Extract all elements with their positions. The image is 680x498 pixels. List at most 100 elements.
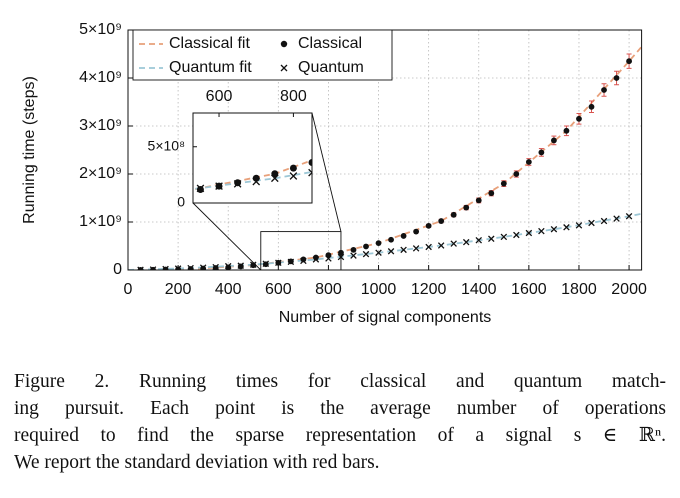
- data-point: [601, 87, 607, 93]
- data-point: [67, 196, 74, 203]
- data-point: [412, 245, 420, 252]
- data-point: [488, 190, 495, 197]
- data-point: [475, 197, 482, 204]
- data-point: [532, 20, 539, 27]
- data-point: [450, 240, 457, 247]
- error-bar: [514, 34, 519, 45]
- data-point: [588, 113, 595, 120]
- x-tick-label: 200: [165, 281, 192, 298]
- data-point: [308, 159, 312, 166]
- data-point: [600, 217, 608, 225]
- data-point: [425, 222, 432, 229]
- data-point: [383, 156, 390, 163]
- error-bar: [440, 96, 445, 103]
- data-point: [387, 248, 395, 255]
- error-bar: [477, 69, 482, 78]
- data-point: [160, 190, 167, 197]
- data-point: [287, 258, 295, 266]
- data-point: [425, 243, 432, 251]
- data-point: [224, 262, 232, 270]
- data-point: [439, 96, 446, 103]
- data-point: [48, 198, 55, 205]
- data-point: [252, 174, 260, 182]
- data-point: [233, 180, 242, 188]
- data-point: [346, 144, 353, 151]
- data-point: [613, 75, 620, 81]
- x-tick-label: 1400: [461, 281, 497, 298]
- data-point: [613, 215, 620, 222]
- data-point: [289, 164, 297, 172]
- data-point: [325, 255, 332, 262]
- data-point: [576, 115, 582, 122]
- y-tick-label: 4×10⁹: [79, 69, 122, 86]
- data-point: [450, 211, 457, 218]
- data-point: [457, 142, 464, 149]
- data-point: [550, 0, 557, 4]
- x-tick-label: 1200: [411, 281, 447, 298]
- data-point: [563, 127, 570, 134]
- data-point: [401, 120, 408, 127]
- error-bar: [495, 52, 500, 62]
- legend-label: Quantum: [298, 59, 364, 76]
- inset-y-tick-label: 5×10⁸: [148, 137, 186, 153]
- data-point: [588, 219, 595, 227]
- data-point: [488, 235, 495, 243]
- inset-frame: [192, 112, 313, 204]
- data-point: [104, 194, 111, 201]
- data-point: [388, 236, 394, 243]
- data-point: [234, 179, 242, 187]
- data-point: [160, 191, 167, 198]
- legend-label: Classical: [298, 35, 362, 52]
- legend-swatch: [280, 40, 288, 48]
- data-point: [475, 236, 483, 244]
- data-point: [400, 233, 407, 239]
- data-point: [187, 266, 194, 270]
- data-point: [350, 246, 357, 253]
- data-point: [513, 231, 520, 239]
- data-point: [212, 263, 219, 270]
- data-point: [563, 224, 570, 231]
- y-tick-label: 5×10⁹: [79, 21, 122, 38]
- data-point: [513, 36, 520, 43]
- x-tick-label: 400: [215, 281, 242, 298]
- data-point: [532, 127, 539, 134]
- data-point: [457, 85, 464, 92]
- x-axis-label: Number of signal components: [279, 309, 492, 326]
- data-point: [237, 262, 245, 269]
- y-tick-label: 1×10⁹: [79, 213, 122, 230]
- data-point: [438, 218, 445, 224]
- data-point: [588, 103, 595, 110]
- legend: Classical fit Classical Quantum fit Quantum: [132, 29, 393, 81]
- y-tick-label: 2×10⁹: [79, 165, 122, 182]
- data-point: [85, 197, 92, 204]
- data-point: [11, 199, 18, 206]
- data-point: [375, 249, 382, 256]
- caption: Figure 2. Running times for classical an…: [14, 368, 666, 476]
- data-point: [513, 171, 520, 177]
- data-point: [350, 252, 357, 259]
- data-point: [420, 149, 427, 156]
- data-point: [606, 109, 613, 116]
- data-point: [313, 254, 319, 261]
- data-point: [300, 256, 307, 263]
- data-point: [275, 259, 282, 267]
- inset-x-tick-label: 800: [280, 88, 307, 105]
- caption-line: We report the standard deviation with re…: [14, 452, 380, 473]
- data-point: [525, 229, 533, 237]
- data-point: [439, 146, 446, 153]
- inset-background: [193, 113, 312, 203]
- data-point: [86, 195, 93, 202]
- data-point: [662, 95, 669, 102]
- legend-swatch: [280, 64, 288, 72]
- data-point: [199, 264, 207, 270]
- error-bar: [402, 121, 407, 126]
- data-point: [271, 170, 279, 178]
- data-point: [500, 233, 508, 241]
- data-point: [413, 228, 420, 235]
- zoom-connector: [192, 202, 262, 271]
- data-point: [308, 168, 312, 177]
- data-point: [575, 222, 583, 229]
- data-point: [525, 159, 532, 165]
- x-tick-label: 0: [124, 281, 133, 298]
